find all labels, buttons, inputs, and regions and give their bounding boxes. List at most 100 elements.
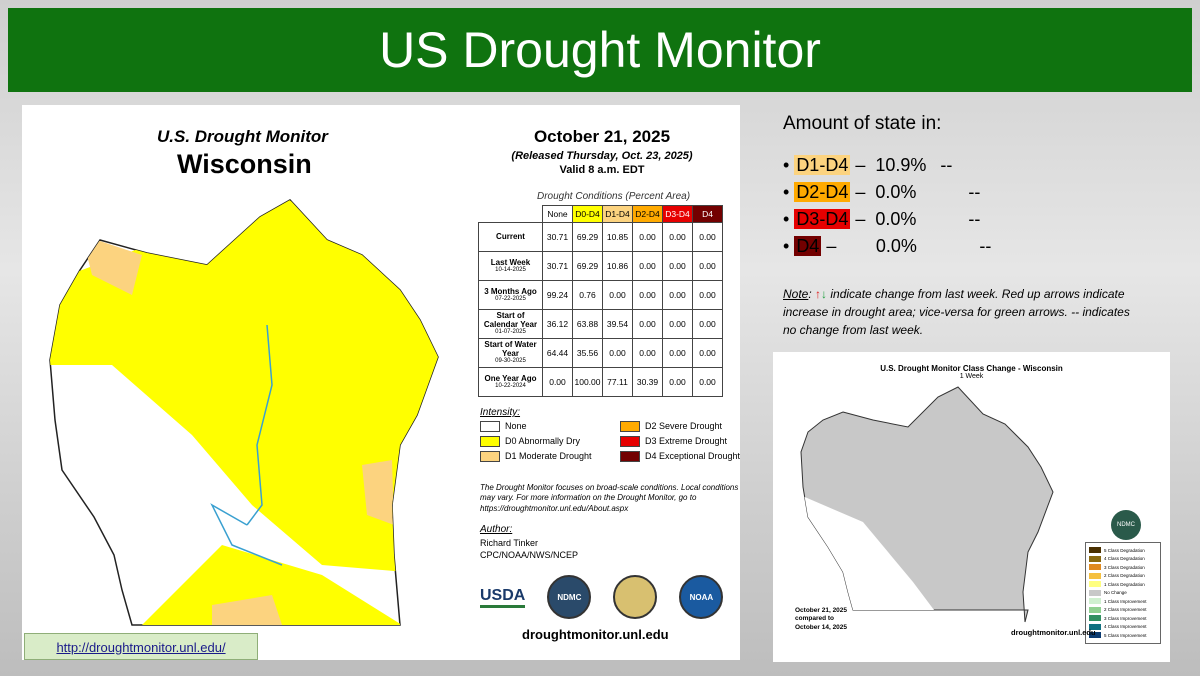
table-cell: 0.00: [662, 309, 693, 339]
author-name: Richard Tinker: [480, 537, 539, 548]
commerce-seal: [613, 575, 658, 619]
summary-item: • D1-D4 – 10.9% --: [783, 152, 991, 179]
row-label-text: Current: [496, 231, 525, 241]
drought-conditions-table: None D0-D4 D1-D4 D2-D4 D3-D4 D4 Current 30.71 6…: [478, 205, 723, 397]
author-title: Author:: [480, 524, 513, 535]
legend-label: 2 Class Improvement: [1104, 607, 1147, 613]
table-cell: 0.00: [662, 367, 693, 397]
arrow-up-icon: ↑: [815, 287, 822, 301]
row-date: 01-07-2025: [495, 329, 526, 336]
table-cell: 30.71: [542, 222, 573, 252]
category-value: 0.0%: [875, 209, 917, 229]
table-cell: 0.00: [662, 251, 693, 281]
legend-label: 1 Class Improvement: [1104, 598, 1147, 604]
separator: –: [850, 182, 876, 202]
separator: –: [850, 155, 876, 175]
legend-label: None: [505, 421, 527, 431]
table-cell: 0.00: [602, 338, 633, 368]
wisconsin-drought-map: [49, 199, 439, 626]
legend-label: 5 Class Improvement: [1104, 632, 1147, 638]
change-indicator: --: [940, 155, 953, 175]
category-value: 0.0%: [875, 236, 917, 256]
row-label: One Year Ago 10-22-2024: [478, 367, 543, 397]
note-text: indicate change from last week. Red up a…: [783, 287, 1130, 337]
ndmc-logo: NDMC: [547, 575, 592, 619]
row-date: 09-30-2025: [495, 358, 526, 365]
table-cell: 0.00: [692, 222, 723, 252]
category-label: D4: [794, 236, 822, 256]
table-row: Start of Water Year 09-30-2025 64.44 35.56 0…: [478, 338, 723, 368]
row-label-text: Last Week: [490, 257, 531, 267]
legend-swatch: [1089, 589, 1101, 596]
noaa-logo: NOAA: [679, 575, 724, 619]
row-date: 07-22-2025: [495, 296, 526, 303]
table-cell: 0.00: [632, 251, 663, 281]
summary-item: • D3-D4 – 0.0% --: [783, 206, 991, 233]
legend-swatch: [480, 421, 500, 433]
row-label: Start of Calendar Year 01-07-2025: [478, 309, 543, 339]
table-cell: 35.56: [572, 338, 603, 368]
class-change-map-panel: U.S. Drought Monitor Class Change - Wisc…: [773, 352, 1170, 662]
class-legend-item: 5 Class Degradation: [1089, 546, 1157, 555]
table-cell: 0.00: [692, 338, 723, 368]
legend-label: 3 Class Degradation: [1104, 564, 1145, 570]
row-date: 10-22-2024: [495, 383, 526, 390]
legend-swatch: [1089, 581, 1101, 588]
change-indicator: --: [979, 236, 992, 256]
separator: –: [850, 209, 876, 229]
author-org: CPC/NOAA/NWS/NCEP: [480, 549, 579, 560]
table-cell: 100.00: [572, 367, 603, 397]
row-label: 3 Months Ago 07-22-2025: [478, 280, 543, 310]
legend-swatch: [1089, 572, 1101, 579]
intensity-title: Intensity:: [480, 407, 521, 418]
column-header: D3-D4: [662, 205, 693, 223]
table-cell: 0.76: [572, 280, 603, 310]
row-label-text: Start of Water Year: [484, 340, 537, 358]
class-legend-item: 1 Class Degradation: [1089, 580, 1157, 589]
table-cell: 30.39: [632, 367, 663, 397]
table-cell: 0.00: [632, 280, 663, 310]
table-cell: 64.44: [542, 338, 573, 368]
class-legend-item: 5 Class Improvement: [1089, 631, 1157, 640]
row-date: 10-14-2025: [495, 267, 526, 274]
legend-item: D2 Severe Drought: [620, 421, 760, 433]
table-cell: 69.29: [572, 251, 603, 281]
class-legend-item: 1 Class Improvement: [1089, 597, 1157, 606]
column-header: D4: [692, 205, 723, 223]
legend-swatch: [1089, 598, 1101, 605]
class-change-map: [800, 386, 1054, 623]
legend-label: D3 Extreme Drought: [645, 436, 728, 447]
legend-item: D1 Moderate Drought: [480, 451, 620, 463]
legend-label: 4 Class Degradation: [1104, 556, 1145, 562]
class-change-dates: October 21, 2025 compared to October 14,…: [795, 607, 848, 631]
table-cell: 39.54: [602, 309, 633, 339]
table-cell: 0.00: [692, 367, 723, 397]
table-cell: 0.00: [602, 280, 633, 310]
table-row: Start of Calendar Year 01-07-2025 36.12 63.…: [478, 309, 723, 339]
legend-item: None: [480, 421, 620, 433]
drought-monitor-link[interactable]: http://droughtmonitor.unl.edu/: [24, 633, 258, 660]
table-cell: 30.71: [542, 251, 573, 281]
legend-swatch: [1089, 615, 1101, 622]
row-label: Last Week 10-14-2025: [478, 251, 543, 281]
usda-logo: USDA: [480, 587, 526, 608]
class-legend-item: 4 Class Improvement: [1089, 623, 1157, 632]
legend-label: D1 Moderate Drought: [505, 451, 592, 462]
note: Note: ↑↓ indicate change from last week.…: [783, 287, 1130, 337]
legend-label: 4 Class Improvement: [1104, 624, 1147, 630]
legend-swatch: [620, 451, 640, 463]
class-legend-item: 2 Class Improvement: [1089, 606, 1157, 615]
legend-swatch: [480, 451, 500, 463]
table-cell: 10.86: [602, 251, 633, 281]
release-date: (Released Thursday, Oct. 23, 2025): [511, 150, 693, 162]
category-label: D3-D4: [794, 209, 851, 229]
legend-swatch: [1089, 632, 1101, 639]
table-row: One Year Ago 10-22-2024 0.00 100.00 77.11 30.…: [478, 367, 723, 397]
legend-swatch: [1089, 623, 1101, 630]
table-cell: 0.00: [542, 367, 573, 397]
note-label: Note: [783, 287, 809, 301]
legend-label: 3 Class Improvement: [1104, 615, 1147, 621]
row-label-text: Start of Calendar Year: [483, 311, 538, 329]
category-value: 10.9%: [875, 155, 927, 175]
table-caption: Drought Conditions (Percent Area): [537, 191, 691, 202]
